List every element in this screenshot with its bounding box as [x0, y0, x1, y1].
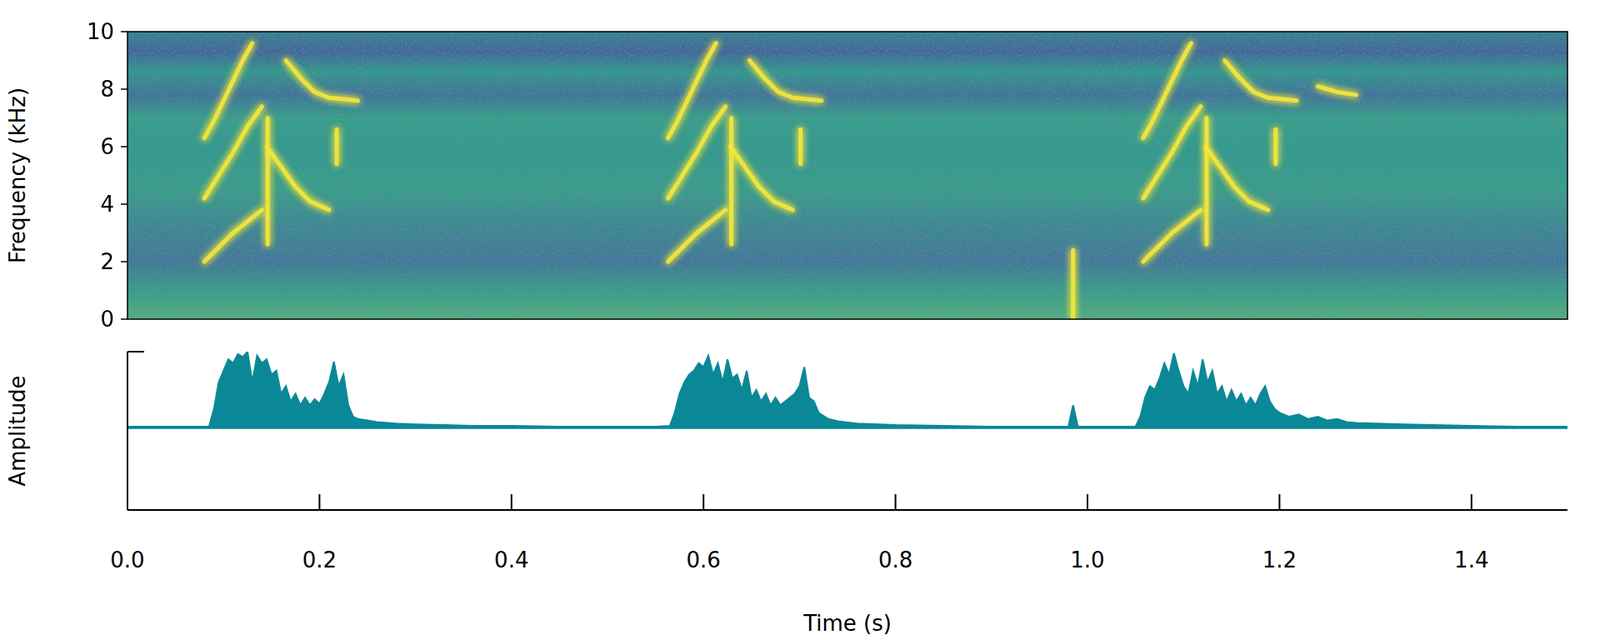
y-tick-label: 2 [100, 249, 115, 275]
y-tick-label: 10 [86, 19, 115, 45]
contour [729, 118, 734, 245]
y-tick [120, 88, 128, 90]
waveform [127, 351, 1568, 429]
x-tick [318, 494, 320, 510]
y-tick [120, 145, 128, 148]
y-tick [120, 30, 128, 33]
x-tick [1278, 494, 1280, 510]
x-tick-label: 1.4 [1454, 547, 1489, 573]
contour [798, 129, 803, 164]
contour [204, 210, 262, 262]
y-tick-label: 4 [100, 191, 115, 217]
contour [1204, 118, 1209, 245]
x-tick [1470, 494, 1473, 510]
x-axis-line [127, 509, 1568, 511]
x-tick-label: 0.6 [686, 547, 721, 573]
x-tick [1086, 494, 1089, 510]
contour [335, 129, 340, 164]
contour [730, 146, 794, 210]
y-tick [120, 260, 128, 263]
x-tick [126, 494, 129, 510]
contour [1070, 250, 1075, 320]
contour [1225, 60, 1297, 101]
contour [750, 60, 822, 101]
contour [1318, 86, 1357, 95]
x-tick-label: 0.8 [878, 547, 913, 573]
y-axis-line [126, 351, 129, 510]
contour [1143, 43, 1192, 139]
x-tick [895, 494, 897, 510]
y-tick [127, 350, 145, 353]
waveform-area [127, 351, 1568, 429]
contour [204, 43, 253, 139]
x-tick [510, 494, 513, 510]
spectrogram-background [127, 31, 1568, 320]
x-tick-label: 1.2 [1262, 547, 1297, 573]
y-tick [120, 203, 128, 205]
y-tick [120, 318, 128, 320]
contour [266, 146, 330, 210]
y-tick-label: 8 [100, 76, 115, 102]
y-tick-label: 0 [100, 306, 115, 332]
x-tick-label: 0.0 [110, 547, 145, 573]
figure: 0 2 4 6 8 10 Frequency (kHz) 0.0 0.2 0.4 0.6 0.8 1.0… [0, 0, 1600, 640]
contours [204, 43, 1356, 320]
contour [1205, 146, 1269, 210]
x-tick-label: 0.2 [302, 547, 337, 573]
contour [668, 43, 717, 139]
contour [285, 60, 358, 101]
x-tick-label: 0.4 [494, 547, 529, 573]
contour [265, 118, 270, 245]
y-axis-label: Amplitude [5, 375, 30, 486]
y-tick-label: 6 [100, 134, 115, 160]
x-tick-label: 1.0 [1070, 547, 1105, 573]
contour [1273, 129, 1278, 164]
x-axis-label: Time (s) [802, 610, 892, 636]
contour [668, 210, 726, 262]
x-tick [702, 494, 705, 510]
plot-frame [127, 31, 1568, 320]
y-axis-label: Frequency (kHz) [5, 87, 30, 264]
contour [1143, 210, 1201, 262]
spectrogram-noise [127, 31, 1568, 320]
